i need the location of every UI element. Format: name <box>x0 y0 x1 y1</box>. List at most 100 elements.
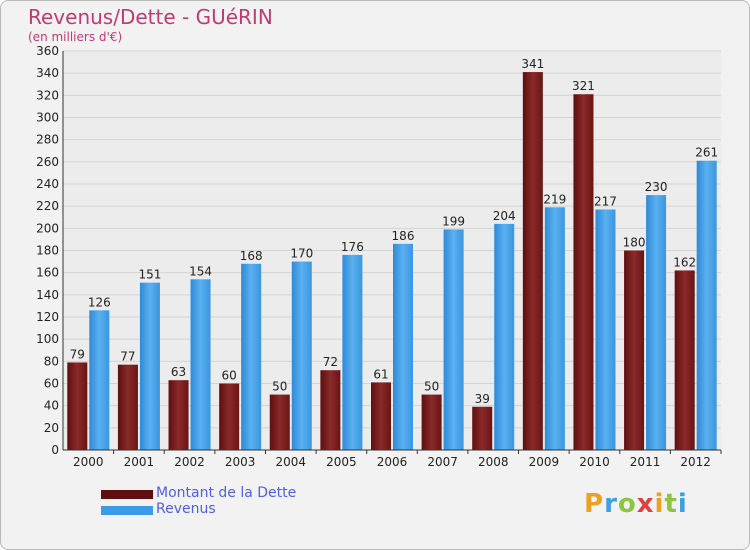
bar-dette <box>573 94 594 450</box>
logo-letter: t <box>664 489 678 519</box>
bar-dette <box>421 394 442 450</box>
bar-revenus <box>544 207 565 450</box>
legend-label-revenus: Revenus <box>156 501 216 517</box>
bar-revenus <box>291 261 312 450</box>
data-label-revenus: 219 <box>543 192 566 206</box>
chart-subtitle: (en milliers d'€) <box>28 30 123 44</box>
y-tick-label: 160 <box>36 266 59 280</box>
data-label-revenus: 199 <box>442 214 465 228</box>
y-tick-label: 360 <box>36 44 59 58</box>
data-label-dette: 63 <box>171 365 186 379</box>
x-tick-label: 2011 <box>630 455 661 469</box>
bar-revenus <box>342 254 363 450</box>
legend-swatch-dette <box>101 490 153 499</box>
y-tick-label: 120 <box>36 310 59 324</box>
data-label-dette: 79 <box>70 347 85 361</box>
bar-revenus <box>696 160 717 450</box>
data-label-dette: 72 <box>323 355 338 369</box>
bar-dette <box>269 394 290 450</box>
data-label-dette: 321 <box>572 79 595 93</box>
bar-revenus <box>89 310 110 450</box>
logo-letter: r <box>604 489 618 519</box>
data-label-dette: 180 <box>623 236 646 250</box>
y-tick-label: 60 <box>44 377 59 391</box>
x-tick-label: 2003 <box>225 455 256 469</box>
data-label-dette: 341 <box>521 57 544 71</box>
y-tick-label: 300 <box>36 111 59 125</box>
bar-dette <box>219 383 240 450</box>
x-tick-label: 2002 <box>174 455 205 469</box>
x-tick-label: 2012 <box>680 455 711 469</box>
y-tick-label: 280 <box>36 133 59 147</box>
y-tick-label: 180 <box>36 244 59 258</box>
data-label-revenus: 170 <box>290 247 313 261</box>
data-label-revenus: 230 <box>645 180 668 194</box>
data-label-revenus: 261 <box>695 146 718 160</box>
y-tick-label: 200 <box>36 221 59 235</box>
logo-letter: o <box>617 489 637 519</box>
legend-swatch-revenus <box>101 506 153 515</box>
bar-dette <box>320 370 341 450</box>
logo-letter: i <box>654 489 665 519</box>
bar-dette <box>674 270 695 450</box>
y-tick-label: 340 <box>36 66 59 80</box>
data-label-revenus: 217 <box>594 194 617 208</box>
data-label-dette: 60 <box>222 369 237 383</box>
y-tick-label: 80 <box>44 354 59 368</box>
bar-dette <box>168 380 189 450</box>
bar-revenus <box>190 279 211 450</box>
bar-revenus <box>646 195 667 450</box>
logo-letter: P <box>584 489 605 519</box>
logo-letter: x <box>636 489 655 519</box>
legend-label-dette: Montant de la Dette <box>156 485 297 501</box>
bar-dette <box>371 382 391 450</box>
data-label-dette: 61 <box>373 367 388 381</box>
data-label-revenus: 204 <box>493 209 516 223</box>
x-tick-label: 2000 <box>73 455 104 469</box>
bar-dette <box>472 406 493 450</box>
bar-dette <box>522 72 543 450</box>
data-label-dette: 77 <box>120 350 135 364</box>
y-tick-label: 220 <box>36 199 59 213</box>
x-tick-label: 2005 <box>326 455 357 469</box>
data-label-dette: 50 <box>424 380 439 394</box>
y-tick-label: 100 <box>36 332 59 346</box>
y-tick-label: 0 <box>51 443 59 457</box>
bar-revenus <box>139 282 160 450</box>
chart-title: Revenus/Dette - GUéRIN <box>28 5 273 29</box>
bar-revenus <box>241 263 262 450</box>
y-tick-label: 140 <box>36 288 59 302</box>
bar-dette <box>117 364 138 450</box>
x-tick-label: 2009 <box>529 455 560 469</box>
bar-dette <box>67 362 88 450</box>
data-label-revenus: 151 <box>138 268 161 282</box>
y-tick-label: 20 <box>44 421 59 435</box>
x-tick-label: 2004 <box>275 455 306 469</box>
y-tick-label: 260 <box>36 155 59 169</box>
y-tick-label: 40 <box>44 399 59 413</box>
x-tick-label: 2006 <box>377 455 408 469</box>
bar-revenus <box>393 243 413 450</box>
data-label-dette: 162 <box>673 255 696 269</box>
data-label-revenus: 168 <box>240 249 263 263</box>
data-label-revenus: 186 <box>392 229 415 243</box>
x-tick-label: 2010 <box>579 455 610 469</box>
data-label-revenus: 176 <box>341 240 364 254</box>
data-label-dette: 39 <box>475 392 490 406</box>
data-label-revenus: 126 <box>88 295 111 309</box>
y-tick-label: 240 <box>36 177 59 191</box>
logo-letter: i <box>677 489 688 519</box>
x-tick-label: 2001 <box>124 455 155 469</box>
data-label-revenus: 154 <box>189 264 212 278</box>
y-tick-label: 320 <box>36 88 59 102</box>
data-label-dette: 50 <box>272 380 287 394</box>
proxiti-logo: Proxiti <box>584 489 688 519</box>
x-tick-label: 2008 <box>478 455 509 469</box>
bar-revenus <box>443 229 464 450</box>
bar-revenus <box>595 209 616 450</box>
bar-dette <box>624 250 645 450</box>
x-tick-label: 2007 <box>427 455 458 469</box>
bar-revenus <box>494 223 515 450</box>
